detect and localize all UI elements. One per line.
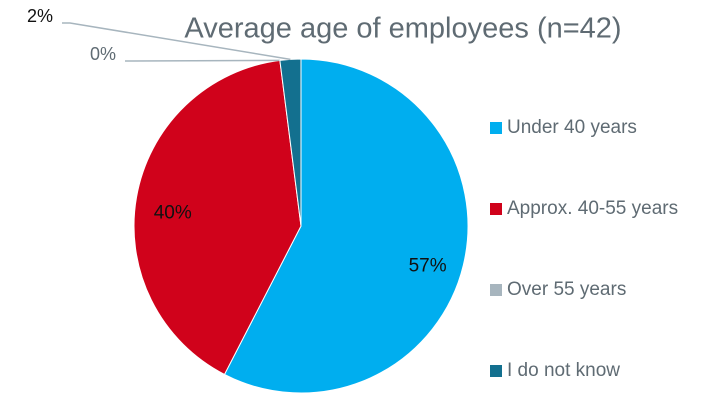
chart-title: Average age of employees (n=42) [184,13,621,45]
pie-slice [223,58,469,394]
data-label: 40% [154,202,192,223]
legend-label: I do not know [507,360,620,381]
legend-label: Over 55 years [507,279,626,300]
data-label: 2% [27,6,53,26]
legend-swatch [490,284,502,296]
legend-swatch [490,203,502,215]
legend-label: Approx. 40-55 years [507,198,678,219]
legend-label: Under 40 years [507,117,637,138]
legend-swatch [490,365,502,377]
data-label: 57% [409,256,447,277]
pie-slice [133,59,302,376]
leader-line [62,22,291,61]
data-label: 0% [90,44,116,64]
leader-line [125,59,280,62]
legend-swatch [490,122,502,134]
